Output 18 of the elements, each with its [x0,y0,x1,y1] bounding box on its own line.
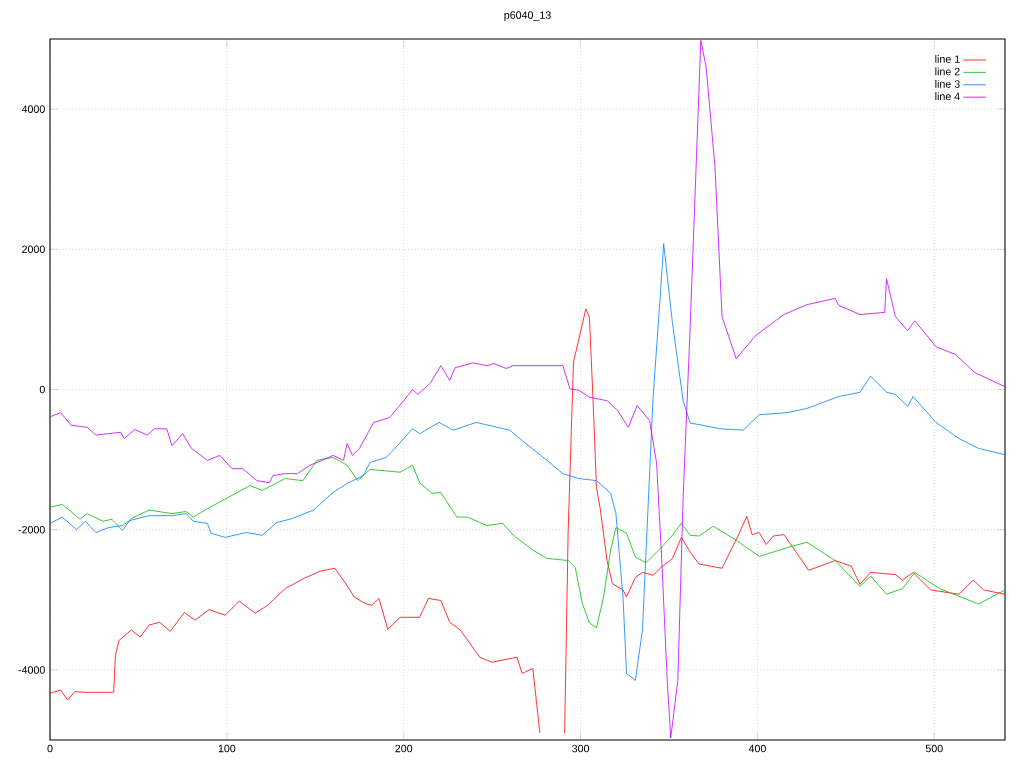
y-tick-label: 0 [39,385,45,394]
y-tick-label: -4000 [18,666,45,674]
x-tick-label: 100 [218,744,236,753]
y-tick-label: 4000 [21,105,45,113]
legend-label: line 3 [935,79,960,88]
line-series [50,40,1006,739]
x-tick-label: 500 [925,744,943,753]
chart-title: p6040_13 [504,11,551,21]
legend-label: line 4 [935,92,960,101]
x-tick-label: 0 [47,744,53,753]
legend-label: line 1 [935,55,960,63]
x-tick-label: 400 [748,744,766,753]
line-series [50,457,1006,629]
legend-label: line 2 [935,67,960,76]
y-tick-label: 2000 [22,245,45,254]
y-tick-label: -2000 [18,525,45,534]
x-tick-label: 300 [572,744,590,753]
x-tick-label: 200 [395,744,413,753]
